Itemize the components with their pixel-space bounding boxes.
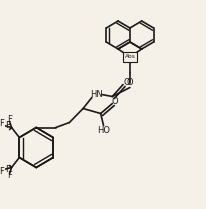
Text: O: O — [126, 78, 133, 87]
Text: F: F — [7, 171, 12, 180]
Text: O: O — [123, 78, 130, 87]
Text: HN: HN — [90, 90, 103, 99]
Text: F: F — [7, 115, 12, 124]
Text: F: F — [5, 121, 10, 130]
FancyBboxPatch shape — [122, 52, 137, 62]
Text: Abs: Abs — [124, 55, 135, 60]
Text: O: O — [111, 97, 118, 106]
Text: F: F — [0, 167, 4, 176]
Text: HO: HO — [97, 126, 110, 135]
Text: F: F — [0, 119, 4, 128]
Text: F: F — [5, 165, 10, 174]
